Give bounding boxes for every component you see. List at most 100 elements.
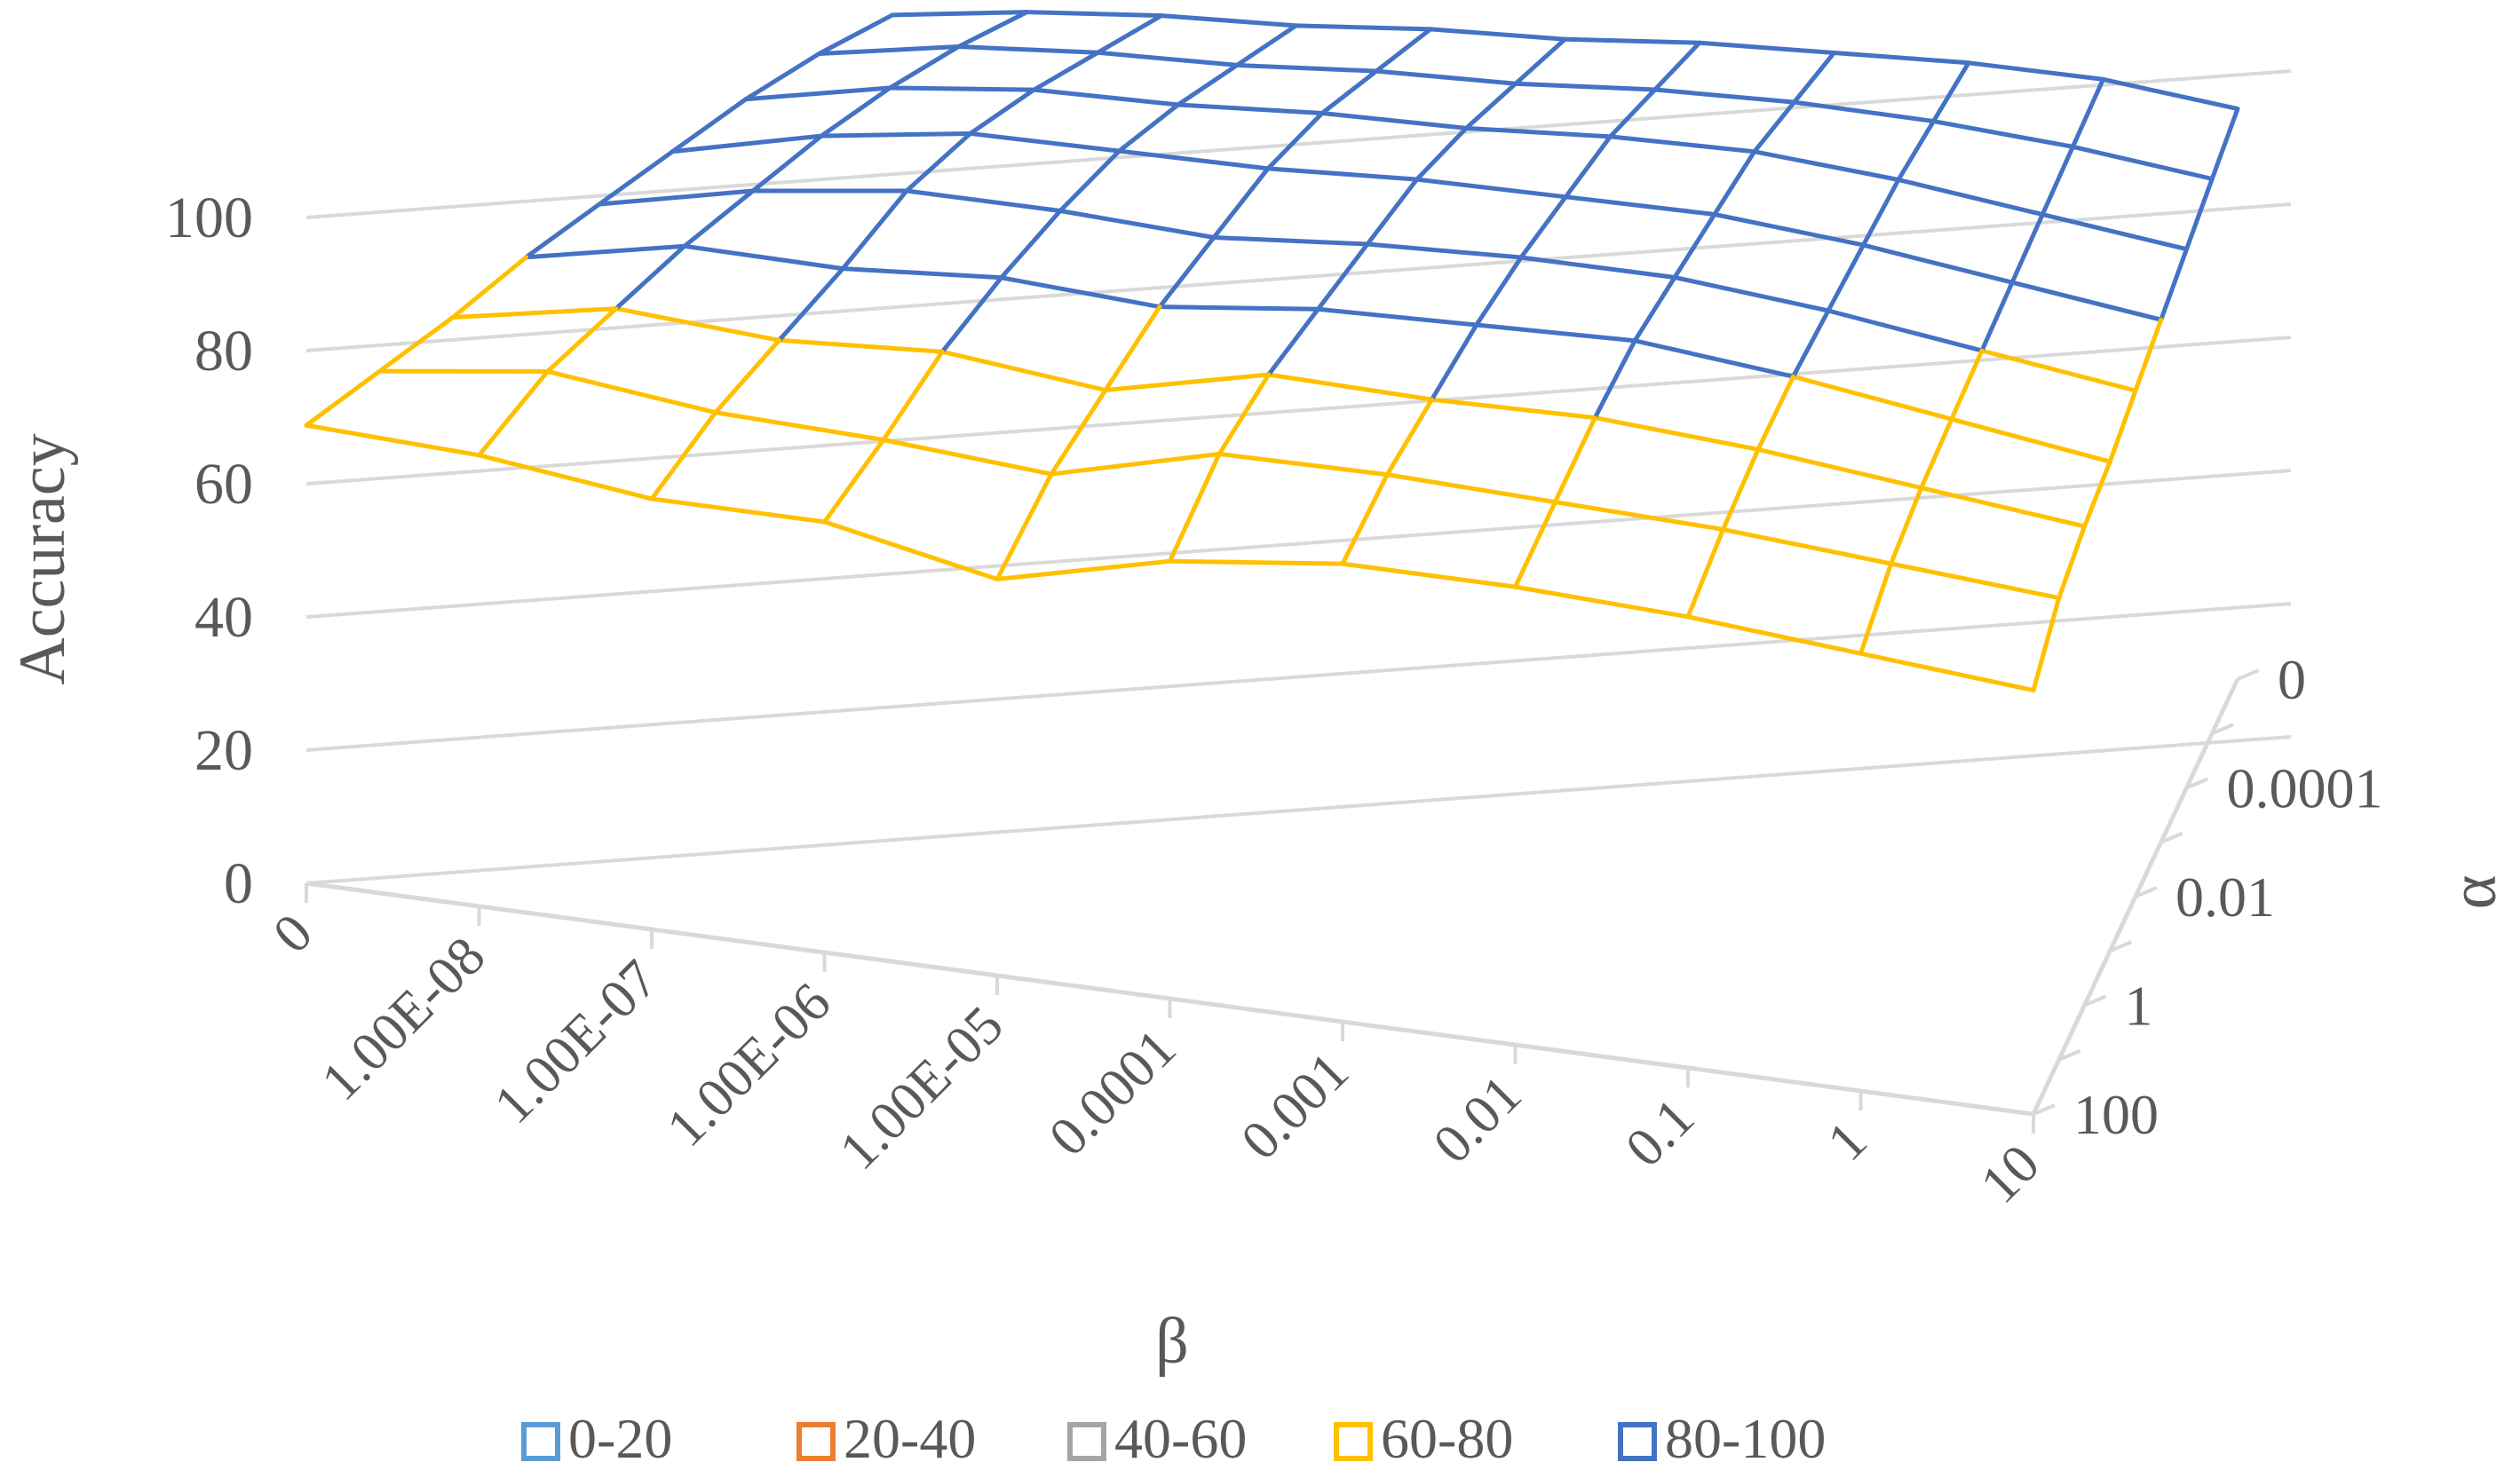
beta-tick-label: 1 — [1816, 1110, 1878, 1173]
surface-segment — [1672, 275, 1831, 313]
surface-segment — [819, 130, 973, 138]
surface-segment — [1340, 472, 1390, 566]
surface-segment — [1966, 60, 2105, 82]
surface-segment — [2031, 596, 2062, 693]
surface-segment — [1721, 526, 1894, 566]
surface-segment — [1211, 235, 1370, 247]
surface-segment — [822, 438, 886, 525]
surface-segment — [1216, 372, 1272, 456]
surface-segment — [682, 243, 845, 272]
surface-segment — [750, 133, 824, 194]
surface-segment — [887, 85, 1036, 92]
surface-segment — [999, 209, 1063, 281]
surface-segment — [1430, 322, 1479, 402]
surface-segment — [1563, 36, 1702, 45]
z-tick-label: 60 — [194, 452, 253, 517]
surface-segment — [1265, 111, 1325, 171]
surface-segment — [881, 349, 945, 442]
surface-segment — [995, 558, 1172, 581]
surface-segment — [995, 471, 1054, 581]
surface-segment — [743, 85, 892, 102]
surface-segment — [713, 337, 781, 415]
surface-segment — [450, 255, 528, 320]
z-tick-label: 40 — [194, 585, 253, 650]
surface-segment — [1861, 178, 1901, 248]
surface-segment — [1513, 500, 1557, 589]
surface-segment — [1294, 23, 1433, 32]
surface-segment — [1116, 102, 1181, 154]
surface-segment — [2133, 317, 2164, 393]
surface-segment — [1697, 40, 1836, 55]
surface-segment — [545, 306, 619, 374]
surface-segment — [1234, 23, 1298, 67]
surface-segment — [968, 87, 1036, 136]
surface-segment — [840, 188, 909, 272]
beta-tick-label: 0.0001 — [1038, 1018, 1188, 1168]
surface-segment — [1315, 306, 1479, 328]
surface-segment — [1159, 13, 1298, 28]
surface-segment — [1474, 255, 1524, 328]
surface-segment — [999, 275, 1162, 310]
beta-tick-label: 0 — [262, 903, 324, 965]
surface-segment — [1025, 10, 1164, 19]
surface-segment — [1552, 500, 1725, 532]
surface-segment — [2159, 247, 2189, 322]
surface-segment — [1792, 51, 1836, 105]
surface-segment — [1374, 68, 1518, 86]
alpha-tick-mark — [2033, 1103, 2056, 1116]
alpha-axis-ticks: 0 0.0001 0.01 1 100 — [2073, 648, 2383, 1146]
surface-segment — [1858, 561, 1894, 656]
surface-segment — [1826, 242, 1866, 313]
surface-segment — [1428, 27, 1567, 42]
legend: 0-20 20-40 40-60 60-80 80-100 — [521, 1407, 1826, 1470]
surface-segment — [1632, 338, 1795, 379]
surface-segment — [1755, 374, 1795, 452]
surface-segment — [1513, 584, 1691, 620]
surface-segment — [1791, 374, 1954, 422]
legend-swatch — [1067, 1422, 1106, 1461]
alpha-tick-mark — [2211, 723, 2235, 736]
surface-segment — [1365, 241, 1524, 260]
surface-segment — [1792, 99, 1936, 124]
surface-segment — [2056, 524, 2087, 601]
surface-segment — [1513, 81, 1658, 92]
surface-segment — [1384, 397, 1434, 478]
legend-swatch — [1334, 1422, 1373, 1461]
surface-segment — [1563, 194, 1717, 217]
z-axis-ticks: 0 20 40 60 80 100 — [165, 186, 253, 916]
beta-tick-label: 0.001 — [1230, 1041, 1360, 1172]
surface-segment — [1755, 447, 1924, 491]
surface-segment — [1652, 87, 1797, 105]
surface-segment — [545, 368, 718, 415]
surface-segment — [1168, 451, 1222, 564]
surface-segment — [819, 85, 892, 138]
surface-segment — [1103, 304, 1162, 392]
surface-segment — [713, 410, 886, 442]
surface-segment — [1931, 119, 2075, 149]
surface-segment — [1632, 275, 1677, 344]
surface-segment — [477, 453, 654, 502]
surface-segment — [1979, 280, 2015, 353]
alpha-tick-mark — [2083, 994, 2107, 1008]
surface-segment — [1211, 166, 1271, 240]
z-axis-title: Accuracy — [6, 433, 79, 684]
surface-segment — [1685, 614, 1863, 656]
surface-segment — [1176, 102, 1325, 115]
surface-segment — [1563, 134, 1613, 200]
alpha-tick-mark — [2159, 831, 2183, 844]
surface-segment — [1931, 60, 1971, 124]
surface-segment — [597, 188, 756, 207]
gridline-40 — [305, 469, 2292, 619]
surface-segment — [1652, 40, 1702, 92]
surface-segment — [670, 133, 824, 154]
z-tick-label: 80 — [194, 319, 253, 383]
alpha-tick-mark — [2135, 886, 2158, 898]
gridlines — [305, 69, 2292, 885]
alpha-tick-label: 100 — [2073, 1083, 2159, 1146]
surface-segment — [887, 44, 961, 91]
surface-segment — [1049, 451, 1222, 477]
surface-segment — [2009, 280, 2164, 322]
surface-segment — [1592, 338, 1637, 421]
surface-segment — [1474, 322, 1637, 344]
